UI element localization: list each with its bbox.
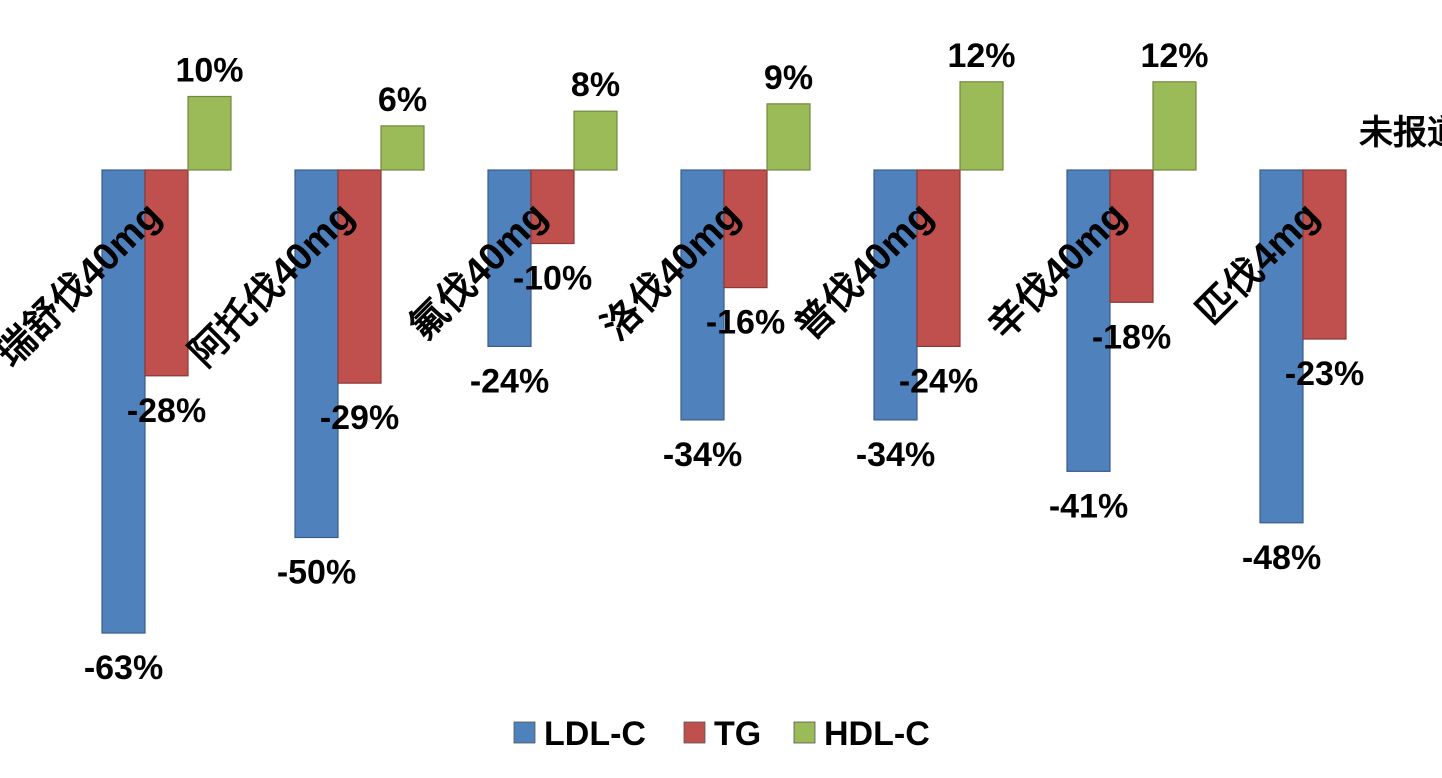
legend-label: TG [714,715,761,753]
bar-ldl-c [680,169,725,421]
legend-item-hdl-c: HDL-C [793,715,930,753]
bar-hdl-c [1152,81,1197,171]
bar-ldl-c [1259,169,1304,524]
legend-swatch [683,721,706,744]
data-label-hdl-c: 8% [571,66,620,104]
data-label-ldl-c: -63% [84,649,163,687]
bar-ldl-c [101,169,146,634]
data-label-ldl-c: -48% [1242,539,1321,577]
bar-ldl-c [294,169,339,539]
data-label-tg: -29% [320,399,399,437]
data-label-tg: -28% [127,392,206,430]
data-label-hdl-c: 12% [1140,37,1208,75]
data-label-tg: -18% [1092,318,1171,356]
bar-tg [1302,169,1347,340]
bar-ldl-c [487,169,532,347]
bar-tg [1109,169,1154,303]
data-label-ldl-c: -34% [663,436,742,474]
data-label-tg: -23% [1285,355,1364,393]
data-label-hdl-c: 9% [764,59,813,97]
bar-hdl-c [380,125,425,171]
bar-hdl-c [187,95,232,171]
data-label-tg: -16% [706,304,785,342]
bar-tg [916,169,961,347]
bar-ldl-c [1066,169,1111,472]
data-labels-layer: -63% -28% 10% -50% -29% 6% -24% -10% 8% -34% -16% 9… [84,37,1442,687]
bar-ldl-c [873,169,918,421]
data-label-tg: -10% [513,260,592,298]
legend-item-ldl-c: LDL-C [513,715,646,753]
data-label-ldl-c: -34% [856,436,935,474]
legend-label: HDL-C [824,715,930,753]
data-label-hdl-c-not-reported: 未报道 [1359,114,1442,152]
bar-tg [530,169,575,245]
legend: LDL-C TG HDL-C [513,715,930,753]
bar-hdl-c [573,110,618,171]
legend-swatch [513,721,536,744]
legend-item-tg: TG [683,715,761,753]
data-label-hdl-c: 10% [175,52,243,90]
data-label-tg: -24% [899,362,978,400]
data-label-hdl-c: 12% [947,37,1015,75]
legend-swatch [793,721,816,744]
bar-hdl-c [959,81,1004,171]
data-label-ldl-c: -50% [277,554,356,592]
bar-hdl-c [766,103,811,171]
legend-label: LDL-C [544,715,646,753]
bar-tg [144,169,189,377]
bar-tg [723,169,768,289]
bar-tg [337,169,382,384]
data-label-hdl-c: 6% [378,81,427,119]
bars-layer [101,81,1347,634]
data-label-ldl-c: -24% [470,362,549,400]
data-label-ldl-c: -41% [1049,487,1128,525]
